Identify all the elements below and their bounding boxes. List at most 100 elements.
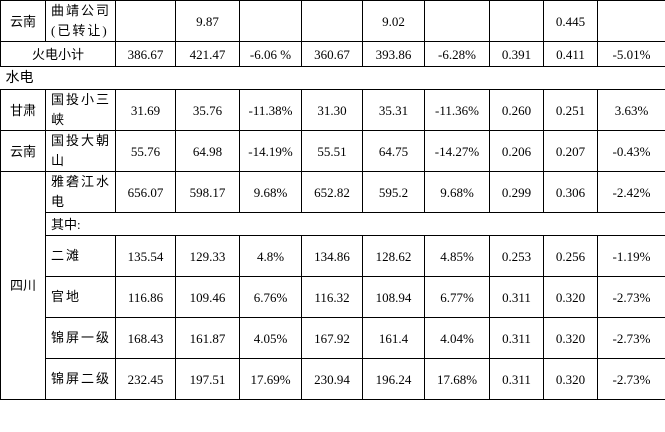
value-cell	[424, 0, 490, 42]
table-row: 锦屏二级 232.45 197.51 17.69% 230.94 196.24 …	[1, 358, 665, 400]
plant-name-cell: 二滩	[45, 235, 116, 277]
plant-name-cell: 国投小三峡	[45, 89, 116, 131]
value-cell: 393.86	[362, 41, 425, 67]
table-row: 云南 曲靖公司(已转让) 9.87 9.02 0.445	[0, 0, 665, 42]
value-cell: 108.94	[362, 276, 425, 318]
value-cell: 197.51	[175, 358, 240, 400]
value-cell: 6.76%	[239, 276, 302, 318]
value-cell	[489, 0, 544, 42]
value-cell: 652.82	[301, 171, 363, 213]
value-cell: 116.32	[301, 276, 363, 318]
value-cell: 168.43	[115, 317, 176, 359]
value-cell: 167.92	[301, 317, 363, 359]
province-cell: 甘肃	[0, 89, 46, 131]
value-cell: 4.8%	[239, 235, 302, 277]
value-cell: 0.411	[543, 41, 598, 67]
value-cell: -6.28%	[424, 41, 490, 67]
value-cell: -2.73%	[597, 317, 665, 359]
section-heading: 水电	[0, 66, 665, 90]
section-row: 水电	[0, 66, 665, 90]
power-generation-table: 云南 曲靖公司(已转让) 9.87 9.02 0.445 火电小计 386.67…	[0, 0, 665, 400]
value-cell: 17.68%	[424, 358, 490, 400]
value-cell: -2.42%	[597, 171, 665, 213]
value-cell: 230.94	[301, 358, 363, 400]
value-cell: 0.253	[489, 235, 544, 277]
plant-name-cell: 雅砻江水电	[45, 171, 116, 213]
value-cell: 134.86	[301, 235, 363, 277]
subtotal-label: 火电小计	[0, 41, 116, 67]
value-cell: 421.47	[175, 41, 240, 67]
value-cell: 0.320	[543, 358, 598, 400]
value-cell: 595.2	[362, 171, 425, 213]
value-cell: 9.87	[175, 0, 240, 42]
value-cell: 0.206	[489, 130, 544, 172]
table-row: 二滩 135.54 129.33 4.8% 134.86 128.62 4.85…	[1, 235, 665, 277]
value-cell: 0.299	[489, 171, 544, 213]
table-row: 四川 雅砻江水电 656.07 598.17 9.68% 652.82 595.…	[0, 171, 665, 400]
value-cell: -11.36%	[424, 89, 490, 131]
plant-name-cell: 官地	[45, 276, 116, 318]
value-cell: 4.04%	[424, 317, 490, 359]
plant-name-cell: 曲靖公司(已转让)	[45, 0, 116, 42]
value-cell	[239, 0, 302, 42]
province-cell: 云南	[0, 130, 46, 172]
value-cell: 35.76	[175, 89, 240, 131]
value-cell: 161.4	[362, 317, 425, 359]
value-cell: 232.45	[115, 358, 176, 400]
value-cell: -14.27%	[424, 130, 490, 172]
value-cell: -6.06 %	[239, 41, 302, 67]
value-cell: 116.86	[115, 276, 176, 318]
value-cell: 4.85%	[424, 235, 490, 277]
value-cell: 31.30	[301, 89, 363, 131]
value-cell: 129.33	[175, 235, 240, 277]
table-row: 云南 国投大朝山 55.76 64.98 -14.19% 55.51 64.75…	[0, 130, 665, 172]
value-cell: -2.73%	[597, 358, 665, 400]
value-cell: 9.02	[362, 0, 425, 42]
value-cell: 0.256	[543, 235, 598, 277]
value-cell: 17.69%	[239, 358, 302, 400]
value-cell: 386.67	[115, 41, 176, 67]
value-cell	[597, 0, 665, 42]
value-cell: 161.87	[175, 317, 240, 359]
value-cell: 9.68%	[239, 171, 302, 213]
subheading-row: 其中:	[1, 212, 665, 236]
plant-name-cell: 锦屏二级	[45, 358, 116, 400]
value-cell: 6.77%	[424, 276, 490, 318]
value-cell: 64.75	[362, 130, 425, 172]
value-cell: 128.62	[362, 235, 425, 277]
value-cell	[115, 0, 176, 42]
province-cell: 云南	[0, 0, 46, 42]
table-row: 甘肃 国投小三峡 31.69 35.76 -11.38% 31.30 35.31…	[0, 89, 665, 131]
value-cell: 0.260	[489, 89, 544, 131]
value-cell: 360.67	[301, 41, 363, 67]
value-cell: -5.01%	[597, 41, 665, 67]
plant-name-cell: 锦屏一级	[45, 317, 116, 359]
value-cell: 0.311	[489, 358, 544, 400]
value-cell: 55.51	[301, 130, 363, 172]
value-cell: 4.05%	[239, 317, 302, 359]
value-cell: 64.98	[175, 130, 240, 172]
table-row: 官地 116.86 109.46 6.76% 116.32 108.94 6.7…	[1, 276, 665, 318]
value-cell: 135.54	[115, 235, 176, 277]
subheading-label: 其中:	[45, 212, 665, 236]
value-cell: 0.311	[489, 276, 544, 318]
value-cell: 0.445	[543, 0, 598, 42]
value-cell: 196.24	[362, 358, 425, 400]
value-cell: 55.76	[115, 130, 176, 172]
value-cell: -14.19%	[239, 130, 302, 172]
value-cell: 3.63%	[597, 89, 665, 131]
value-cell: 0.391	[489, 41, 544, 67]
value-cell: 0.311	[489, 317, 544, 359]
value-cell: 109.46	[175, 276, 240, 318]
value-cell: 598.17	[175, 171, 240, 213]
value-cell: -2.73%	[597, 276, 665, 318]
value-cell: -0.43%	[597, 130, 665, 172]
value-cell: 35.31	[362, 89, 425, 131]
value-cell: 0.207	[543, 130, 598, 172]
table-row-subtotal: 火电小计 386.67 421.47 -6.06 % 360.67 393.86…	[0, 41, 665, 67]
value-cell: 656.07	[115, 171, 176, 213]
value-cell: 0.320	[543, 317, 598, 359]
value-cell: 9.68%	[424, 171, 490, 213]
value-cell: 0.306	[543, 171, 598, 213]
value-cell: 31.69	[115, 89, 176, 131]
